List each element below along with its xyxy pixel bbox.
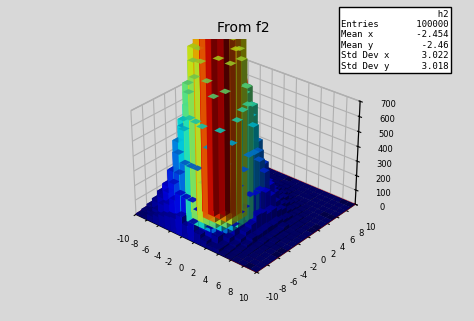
Text: h2
Entries       100000
Mean x        -2.454
Mean y         -2.46
Std Dev x     : h2 Entries 100000 Mean x -2.454 Mean y -…: [341, 10, 449, 71]
Title: From f2: From f2: [217, 21, 269, 35]
